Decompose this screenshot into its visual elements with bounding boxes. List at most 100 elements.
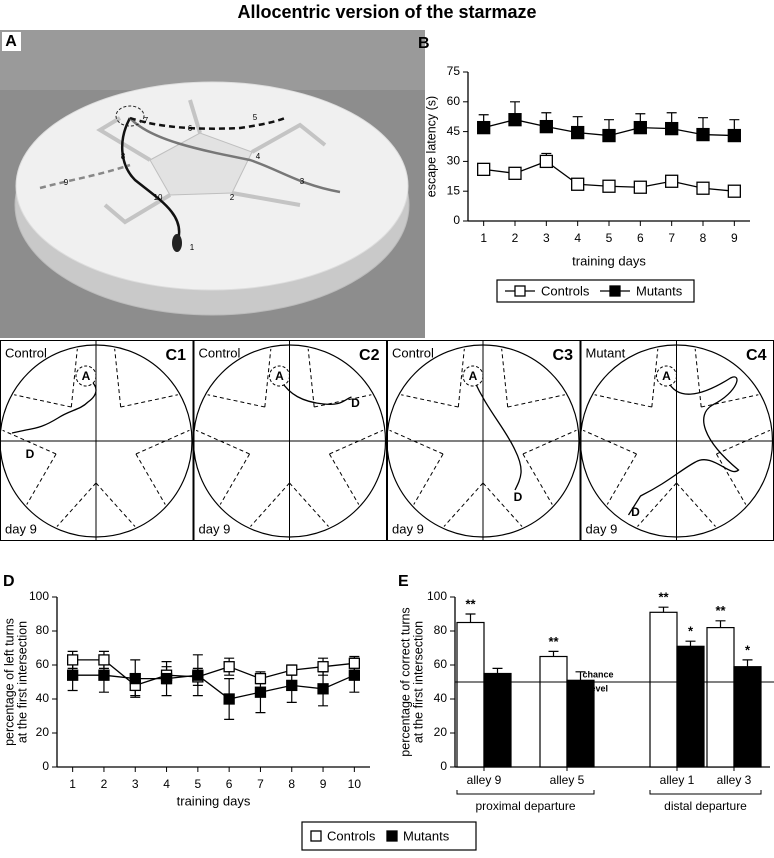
error-bar bbox=[492, 667, 503, 674]
marker bbox=[317, 661, 329, 673]
maze-wall bbox=[522, 453, 553, 505]
x-tick-label: 4 bbox=[574, 231, 581, 245]
panel-label: D bbox=[3, 573, 15, 590]
maze-wall bbox=[26, 453, 57, 505]
significance-label: ** bbox=[715, 603, 726, 618]
x-tick-label: 5 bbox=[195, 777, 202, 791]
legend-marker bbox=[310, 830, 322, 842]
maze-trace-panel: A D Mutant C4 day 9 bbox=[579, 340, 774, 541]
y-axis-label: escape latency (s) bbox=[424, 96, 438, 197]
marker bbox=[160, 672, 173, 685]
x-tick-label: 6 bbox=[226, 777, 233, 791]
maze-wall bbox=[289, 482, 329, 527]
y-axis-label: at the first intersection bbox=[411, 621, 425, 743]
x-tick-label: alley 9 bbox=[467, 773, 502, 787]
significance-label: ** bbox=[465, 596, 476, 611]
marker bbox=[129, 672, 141, 685]
maze-wall bbox=[501, 348, 509, 408]
error-bar bbox=[224, 678, 235, 720]
start-label: A bbox=[275, 369, 284, 383]
day-label: day 9 bbox=[199, 521, 231, 536]
x-tick-label: 7 bbox=[257, 777, 264, 791]
error-bar bbox=[575, 671, 586, 681]
maze-wall bbox=[482, 482, 523, 527]
day-label: day 9 bbox=[586, 521, 618, 536]
marker bbox=[633, 180, 647, 194]
maze-wall bbox=[651, 348, 659, 408]
marker bbox=[67, 669, 79, 681]
y-tick-label: 40 bbox=[434, 691, 448, 705]
end-label: D bbox=[26, 447, 35, 461]
maze-wall bbox=[250, 482, 290, 527]
significance-label: * bbox=[688, 624, 694, 639]
start-circle bbox=[75, 365, 97, 387]
series-line bbox=[72, 659, 355, 687]
marker bbox=[602, 179, 616, 193]
error-bar bbox=[548, 650, 559, 657]
maze-wall bbox=[582, 429, 637, 455]
y-tick-label: 40 bbox=[36, 691, 50, 705]
path-gray-dashed bbox=[39, 163, 131, 190]
maze-wall bbox=[606, 453, 637, 505]
swim-path bbox=[472, 377, 522, 491]
maze-wall bbox=[694, 348, 702, 408]
maze-wall bbox=[507, 394, 565, 408]
y-tick-label: 60 bbox=[447, 94, 461, 108]
x-tick-label: 6 bbox=[637, 231, 644, 245]
panel-label: C2 bbox=[359, 347, 380, 364]
start-label: A bbox=[82, 369, 91, 383]
x-tick-label: alley 5 bbox=[550, 773, 585, 787]
swim-path bbox=[627, 376, 740, 516]
alley-number: 10 bbox=[154, 193, 163, 202]
group-label: distal departure bbox=[664, 799, 747, 813]
path-dashed bbox=[129, 116, 286, 130]
group-label: proximal departure bbox=[475, 799, 575, 813]
reference-label: chance bbox=[582, 669, 613, 679]
marker bbox=[727, 128, 741, 143]
y-tick-label: 0 bbox=[453, 213, 460, 227]
group-label: Control bbox=[392, 345, 434, 360]
marker bbox=[254, 686, 267, 698]
y-tick-label: 15 bbox=[447, 183, 461, 197]
x-axis-label: training days bbox=[572, 253, 646, 268]
y-tick-label: 0 bbox=[440, 759, 447, 773]
alley-number: 6 bbox=[188, 124, 193, 133]
panel-label: B bbox=[418, 35, 430, 52]
maze-wall bbox=[413, 453, 444, 505]
marker bbox=[348, 657, 361, 669]
y-tick-label: 0 bbox=[42, 759, 49, 773]
maze-wall bbox=[231, 191, 301, 207]
marker bbox=[602, 128, 616, 143]
y-axis-label: at the first intersection bbox=[15, 621, 29, 743]
error-bar bbox=[192, 654, 203, 697]
y-axis-label: percentage of left turns bbox=[2, 618, 16, 746]
y-axis-label: percentage of correct turns bbox=[398, 607, 412, 756]
x-tick-label: 9 bbox=[320, 777, 327, 791]
panel-a: 1 2 3 4 5 6 7 8 9 10 A bbox=[0, 30, 425, 338]
x-tick-label: alley 1 bbox=[660, 773, 695, 787]
start-label: A bbox=[469, 369, 478, 383]
x-tick-label: 2 bbox=[101, 777, 108, 791]
error-bar bbox=[465, 613, 476, 623]
maze-wall bbox=[188, 99, 202, 134]
maze-trace-panel: A D Control C2 day 9 bbox=[192, 340, 387, 541]
x-tick-label: 8 bbox=[288, 777, 295, 791]
y-tick-label: 20 bbox=[434, 725, 448, 739]
x-tick-label: 8 bbox=[700, 231, 707, 245]
marker bbox=[348, 669, 361, 681]
marker bbox=[508, 166, 522, 180]
maze-wall bbox=[307, 348, 315, 408]
maze-wall bbox=[457, 348, 465, 408]
swim-path bbox=[11, 377, 97, 434]
marker bbox=[665, 121, 679, 136]
marker bbox=[98, 654, 110, 666]
panel-label-box bbox=[2, 32, 21, 51]
x-tick-label: 9 bbox=[731, 231, 738, 245]
end-label: D bbox=[351, 396, 360, 410]
marker bbox=[223, 693, 235, 705]
error-bar bbox=[715, 620, 726, 628]
mouse bbox=[172, 234, 182, 252]
x-tick-label: 1 bbox=[480, 231, 487, 245]
